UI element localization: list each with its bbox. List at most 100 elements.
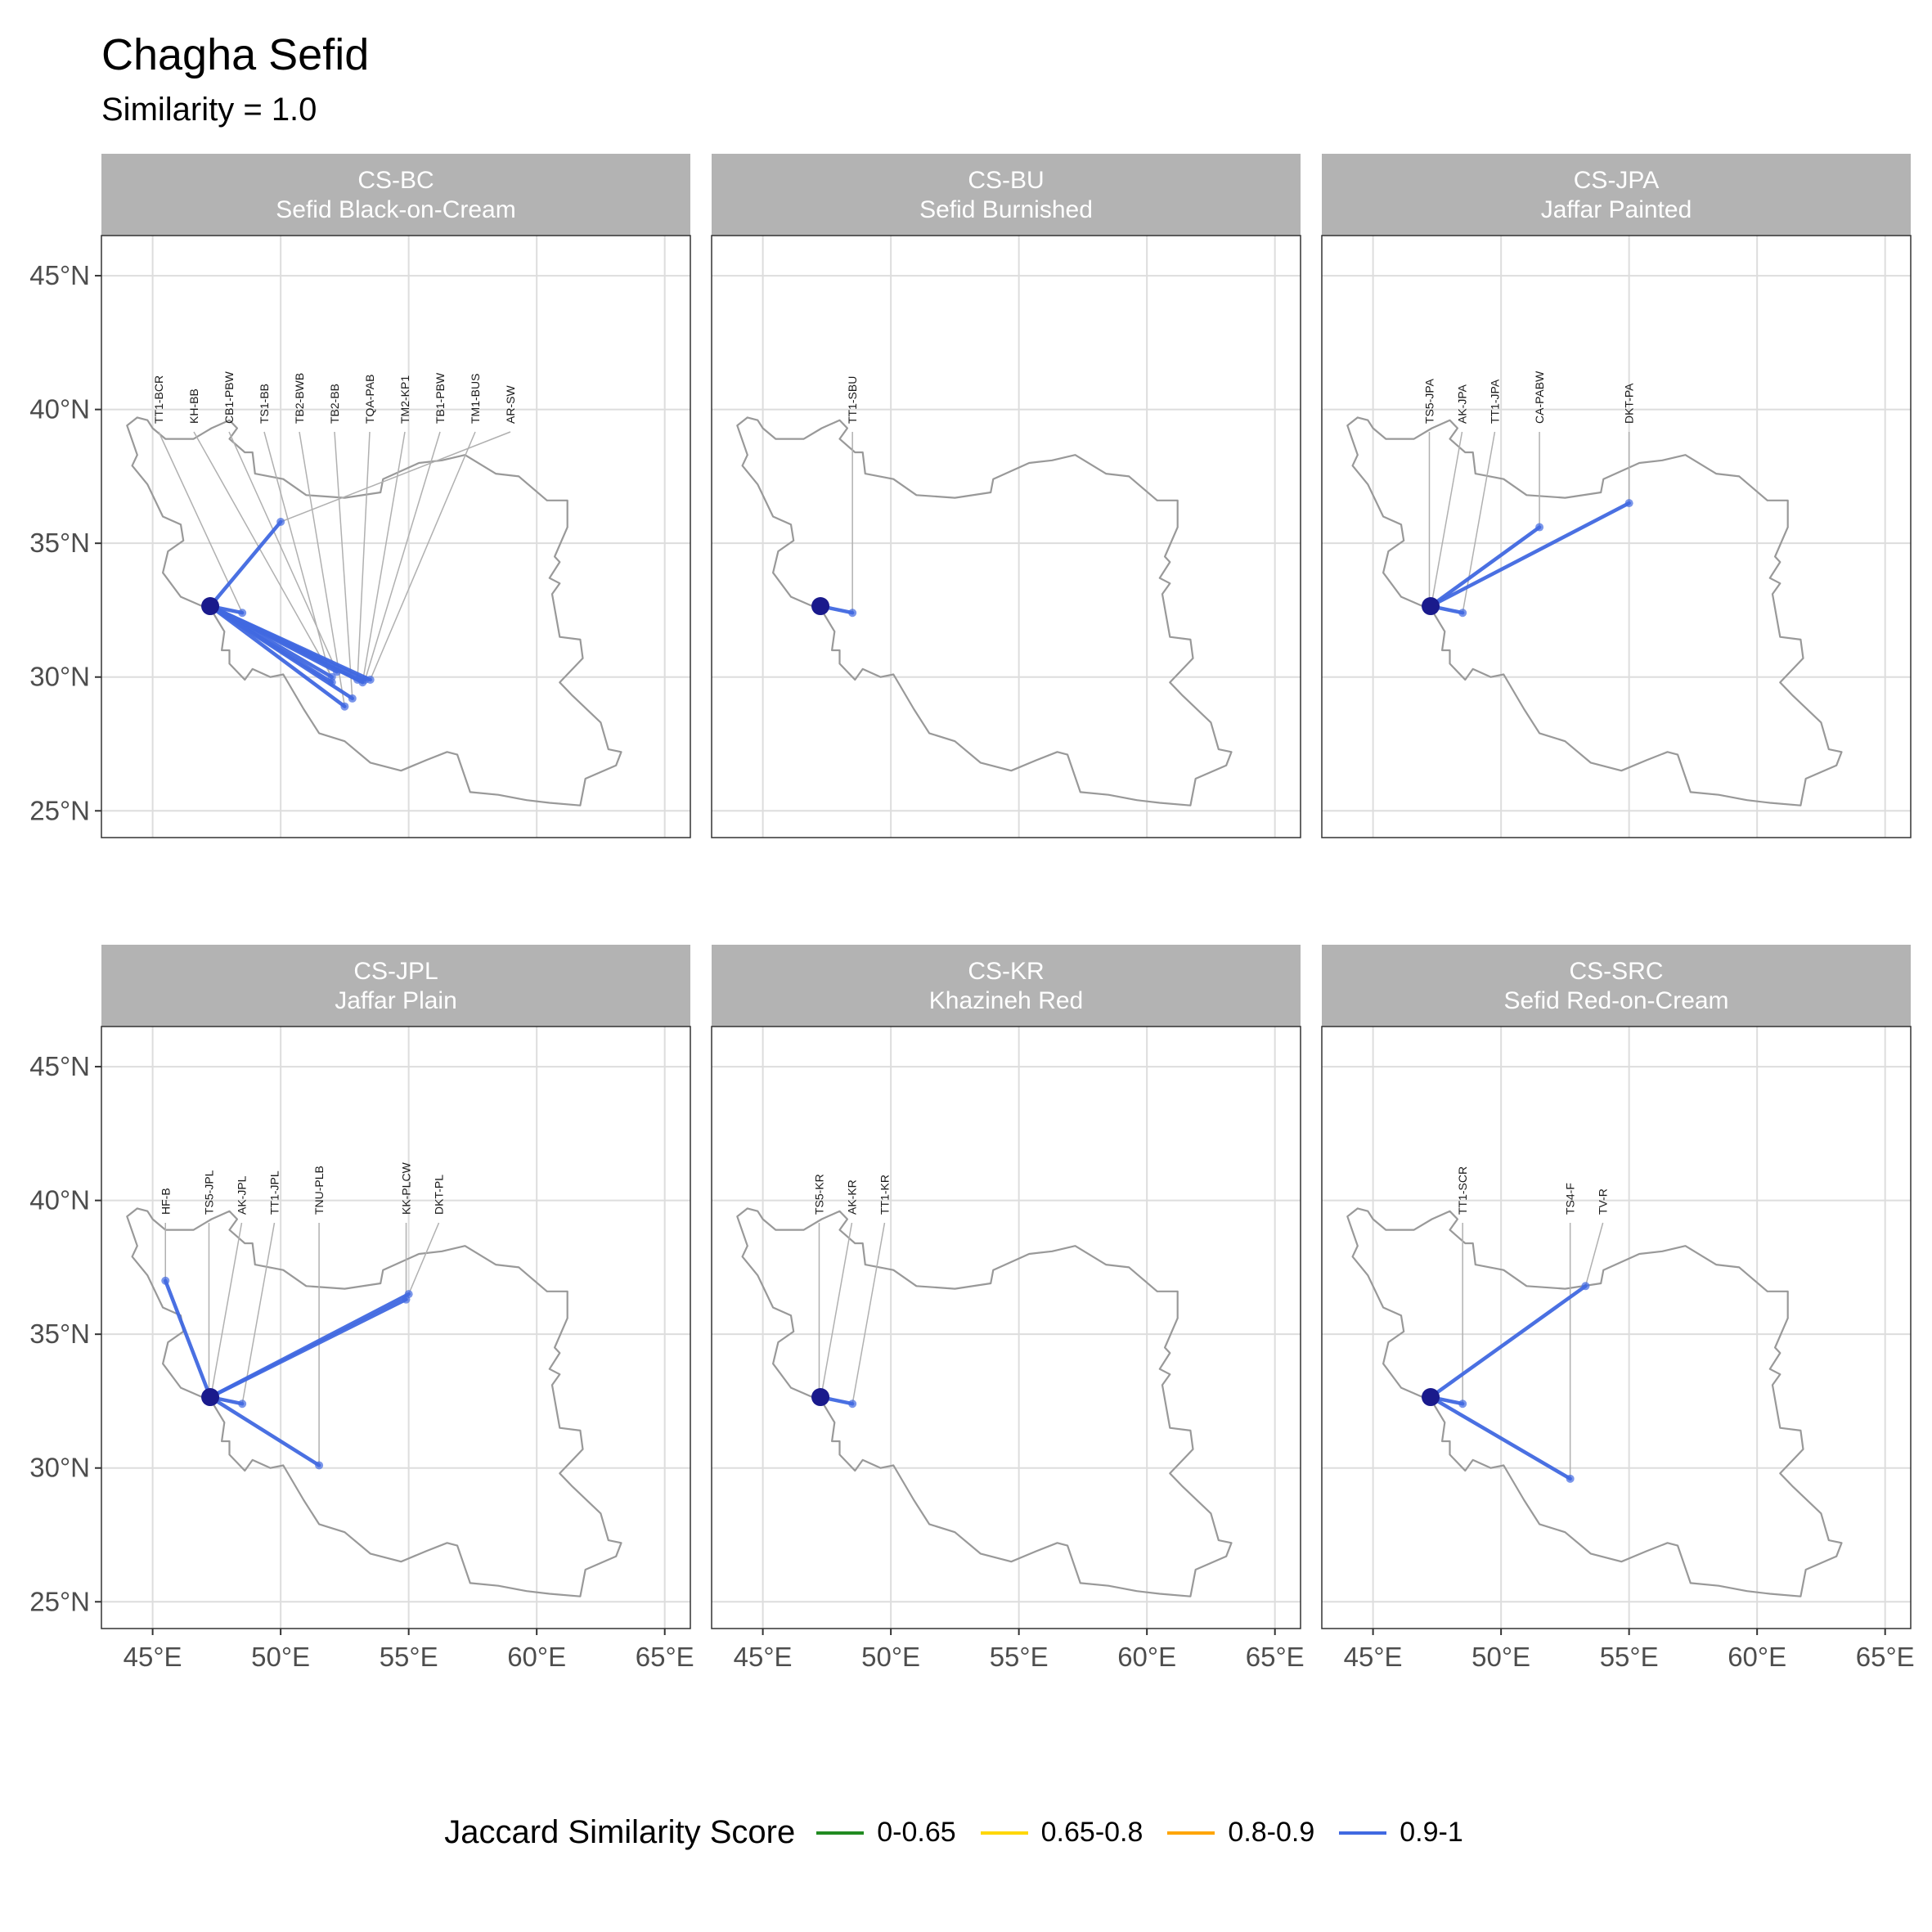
x-tick-label: 60°E [507, 1642, 566, 1672]
similarity-link [208, 604, 372, 682]
similarity-link [1428, 501, 1631, 609]
origin-site-point [1422, 597, 1440, 616]
site-point [315, 1461, 324, 1470]
site-point [276, 518, 285, 527]
label-leader [357, 431, 371, 681]
label-leader [263, 431, 333, 683]
x-tick-label: 60°E [1728, 1642, 1786, 1672]
panel-frame [1321, 235, 1912, 838]
facet-name: Jaffar Painted [1541, 196, 1692, 223]
facet-name: Sefid Black-on-Cream [276, 196, 515, 223]
label-leader [280, 431, 511, 523]
site-label: TS4-F [1564, 1183, 1577, 1215]
label-leader [1462, 431, 1496, 613]
y-tick-label: 40°N [29, 394, 90, 425]
y-tick-label: 25°N [29, 1586, 90, 1616]
legend-key [816, 1831, 865, 1835]
site-label: TQA-PAB [363, 375, 376, 424]
x-tick-label: 45°E [124, 1642, 182, 1672]
legend-title: Jaccard Similarity Score [444, 1814, 796, 1850]
legend-label: 0.8-0.9 [1228, 1817, 1315, 1848]
origin-site-point [811, 597, 830, 616]
x-tick-label: 50°E [1471, 1642, 1530, 1672]
label-leader [370, 431, 476, 681]
y-tick-label: 45°N [29, 260, 90, 290]
panel-frame [711, 235, 1301, 838]
site-label: AK-JPL [235, 1175, 248, 1215]
legend-item: 0.9-1 [1339, 1817, 1463, 1849]
site-point [848, 1400, 857, 1409]
x-tick-label: 65°E [1246, 1642, 1305, 1672]
site-label: HF-B [159, 1188, 172, 1215]
site-label: TT1-JPA [1488, 379, 1501, 424]
panel-frame [101, 235, 691, 838]
facet-code: CS-JPL [353, 958, 438, 985]
legend-key [980, 1831, 1028, 1835]
site-label: TB1-PBW [434, 372, 447, 424]
site-label: TV-R [1597, 1188, 1610, 1215]
label-leader [299, 431, 346, 707]
site-label: CA-PABW [1533, 371, 1546, 424]
facet-code: CS-BU [968, 167, 1044, 194]
similarity-link [208, 1292, 411, 1400]
panel-frame [101, 1026, 691, 1629]
label-leader [364, 431, 441, 681]
label-leader [820, 1222, 853, 1394]
country-border [1346, 1207, 1843, 1597]
similarity-link [164, 1278, 213, 1400]
facet-code: CS-KR [968, 958, 1044, 985]
country-border [736, 416, 1233, 806]
chart-subtitle: Similarity = 1.0 [101, 92, 317, 128]
similarity-link [1428, 1284, 1588, 1400]
site-point [848, 609, 857, 618]
site-label: TT1-JPL [267, 1170, 281, 1215]
country-border [1346, 416, 1843, 806]
legend-key [1339, 1831, 1387, 1835]
label-leader [407, 1222, 440, 1295]
facet-name: Khazineh Red [929, 987, 1083, 1014]
similarity-link [1428, 525, 1542, 609]
legend-item: 0-0.65 [816, 1817, 956, 1849]
x-tick-label: 50°E [251, 1642, 310, 1672]
site-label: TM1-BUS [469, 374, 482, 424]
facet-strip [712, 945, 1301, 1027]
origin-site-point [811, 1388, 830, 1407]
similarity-link [1428, 1395, 1572, 1481]
site-label: TT1-BCR [152, 375, 165, 424]
x-tick-label: 55°E [1600, 1642, 1659, 1672]
y-tick-label: 35°N [29, 1319, 90, 1349]
country-border [126, 416, 622, 806]
x-tick-label: 55°E [380, 1642, 438, 1672]
legend-label: 0.65-0.8 [1040, 1817, 1143, 1848]
x-tick-label: 65°E [1856, 1642, 1915, 1672]
y-tick-label: 35°N [29, 528, 90, 558]
similarity-link [208, 1395, 321, 1467]
label-leader [1584, 1222, 1604, 1287]
legend-item: 0.65-0.8 [980, 1817, 1143, 1849]
panel-frame [711, 1026, 1301, 1629]
similarity-link [208, 519, 283, 609]
y-tick-label: 45°N [29, 1051, 90, 1081]
x-tick-label: 65°E [636, 1642, 694, 1672]
facet-name: Jaffar Plain [335, 987, 457, 1014]
site-point [1458, 1400, 1467, 1409]
site-point [1581, 1282, 1590, 1291]
label-leader [334, 431, 353, 699]
panel-frame [1321, 1026, 1912, 1629]
site-label: TT1-SCR [1456, 1166, 1469, 1215]
legend-label: 0-0.65 [877, 1817, 956, 1848]
site-label: DKT-PA [1623, 383, 1636, 424]
site-label: CB1-PBW [222, 371, 236, 424]
label-leader [193, 431, 333, 678]
similarity-link [208, 604, 355, 701]
site-label: TT1-SBU [846, 376, 859, 424]
origin-site-point [1422, 1388, 1440, 1407]
facet-code: CS-BC [357, 167, 434, 194]
facet-code: CS-SRC [1569, 958, 1663, 985]
origin-site-point [201, 1388, 220, 1407]
country-border [736, 1207, 1233, 1597]
facet-name: Sefid Burnished [919, 196, 1093, 223]
site-point [340, 702, 349, 711]
y-tick-label: 40°N [29, 1185, 90, 1215]
